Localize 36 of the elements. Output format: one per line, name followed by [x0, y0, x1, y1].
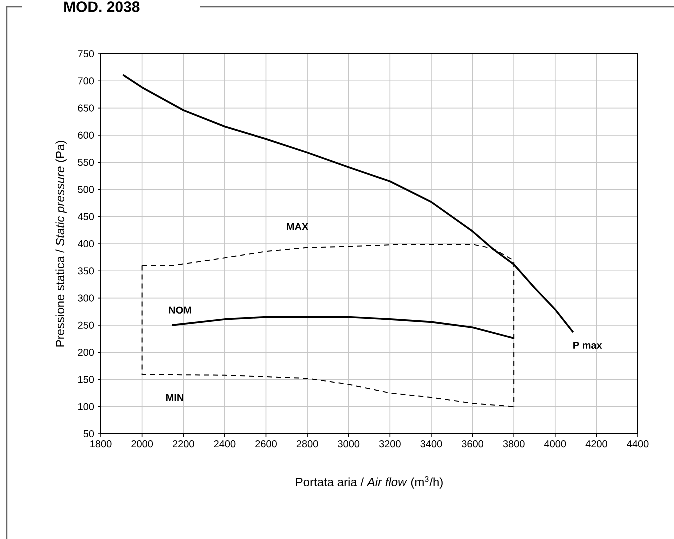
x-tick-label: 2800 — [296, 440, 318, 448]
x-tick-label: 2000 — [132, 440, 154, 448]
chart-title: MOD. 2038 — [64, 2, 140, 12]
y-tick-label: 350 — [78, 268, 94, 275]
y-tick-label: 500 — [78, 186, 94, 194]
series-label: NOM — [169, 306, 192, 314]
x-tick-label: 2200 — [172, 440, 194, 448]
y-tick-label: 200 — [78, 349, 94, 356]
y-tick-label: 250 — [78, 322, 94, 329]
y-tick-label: 650 — [78, 104, 94, 112]
x-tick-label: 3800 — [503, 440, 525, 448]
x-tick-label: 4000 — [544, 440, 566, 448]
x-tick-label: 2600 — [256, 440, 277, 448]
x-tick-label: 3600 — [462, 440, 484, 448]
y-tick-label: 700 — [78, 78, 94, 85]
x-tick-label: 1800 — [90, 440, 112, 448]
y-tick-label: 600 — [78, 132, 94, 139]
x-axis-title: Portata aria / Air flow (m$^{3}$/h) — [296, 476, 443, 489]
y-tick-label: 450 — [78, 213, 94, 220]
series-label: MIN — [166, 394, 184, 402]
series-label: MAX — [287, 223, 309, 230]
x-tick-label: 3400 — [420, 440, 442, 448]
y-tick-label: 50 — [84, 430, 94, 438]
y-tick-label: 150 — [78, 376, 94, 384]
x-tick-label: 2400 — [214, 440, 236, 448]
x-tick-label: 3000 — [338, 440, 360, 448]
y-tick-label: 400 — [78, 240, 94, 248]
x-tick-label: 3200 — [379, 440, 401, 448]
y-axis-title: Pressione statica / Static pressure (Pa) — [56, 141, 67, 347]
series-label: P max — [574, 342, 602, 349]
x-tick-label: 4200 — [586, 440, 608, 448]
y-tick-label: 300 — [78, 294, 94, 302]
y-tick-label: 550 — [78, 159, 94, 166]
y-tick-label: 750 — [78, 50, 94, 58]
y-tick-label: 100 — [78, 403, 94, 410]
x-tick-label: 4400 — [627, 440, 649, 448]
